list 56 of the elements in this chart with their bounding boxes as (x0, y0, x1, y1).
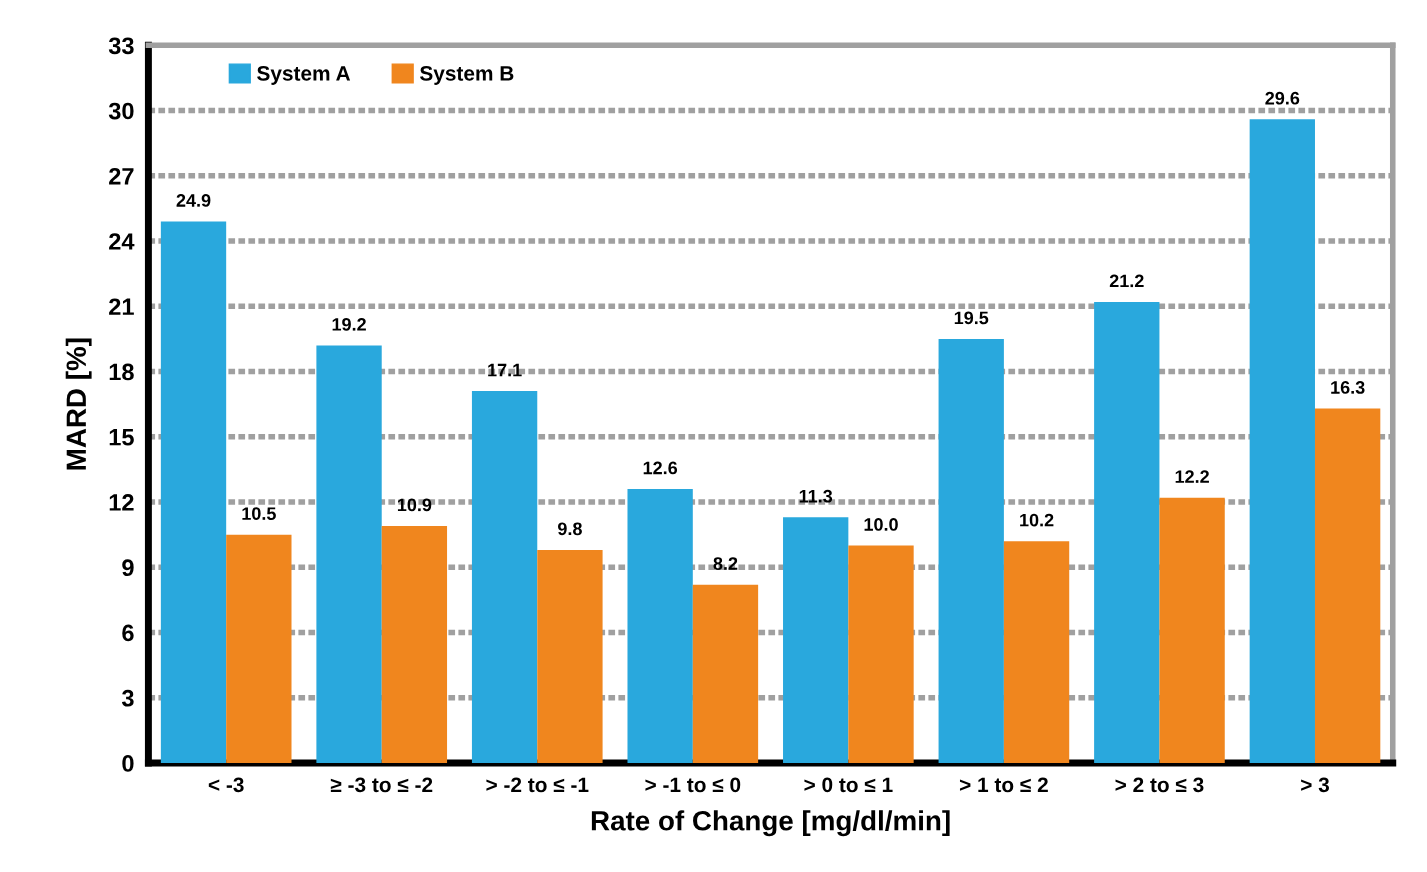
x-axis-title: Rate of Change [mg/dl/min] (591, 810, 950, 837)
data-label: 11.3 (799, 489, 833, 503)
x-tick-label: > -1 to ≤ 0 (645, 777, 741, 793)
data-label: 8.2 (713, 557, 738, 570)
y-tick-label: 0 (122, 755, 134, 772)
y-tick-label: 24 (109, 233, 135, 250)
data-label: 24.9 (176, 194, 211, 207)
data-label: 10.9 (397, 498, 432, 512)
y-tick-label: 30 (108, 102, 134, 120)
bar (938, 338, 1004, 763)
bar (692, 584, 759, 763)
data-label: 29.6 (1265, 91, 1300, 105)
x-tick-label: > 3 (1301, 777, 1329, 793)
x-tick-label: > 0 to ≤ 1 (804, 777, 893, 793)
data-label: 17.1 (488, 363, 522, 377)
x-tick-label: > 1 to ≤ 2 (959, 777, 1048, 793)
x-tick-label: < -3 (208, 777, 244, 793)
y-tick-label: 12 (109, 494, 134, 511)
y-tick-label: 27 (109, 167, 134, 185)
y-tick-label: 21 (109, 298, 134, 315)
y-axis-title: MARD [%] (65, 338, 92, 470)
legend-label: System B (419, 66, 514, 85)
data-label: 21.2 (1109, 274, 1144, 288)
bar (848, 545, 914, 763)
data-label: 19.2 (332, 317, 366, 331)
bar (226, 534, 292, 763)
bar (783, 517, 849, 763)
bar (627, 488, 693, 763)
x-tick-label: > -2 to ≤ -1 (486, 777, 589, 793)
y-tick-label: 15 (109, 429, 134, 446)
bar (537, 549, 603, 763)
bar (160, 221, 227, 763)
data-label: 12.2 (1175, 470, 1209, 483)
y-tick-label: 9 (122, 559, 134, 577)
data-label: 16.3 (1331, 381, 1365, 394)
data-label: 10.2 (1020, 513, 1054, 527)
bar (381, 525, 448, 763)
bar (1003, 541, 1070, 763)
bar (471, 391, 538, 763)
bar (1314, 408, 1381, 763)
data-label: 19.5 (954, 311, 989, 325)
x-tick-label: > 2 to ≤ 3 (1115, 777, 1204, 793)
y-tick-label: 3 (121, 689, 134, 707)
x-tick-label: ≥ -3 to ≤ -2 (330, 777, 433, 793)
bar (1249, 119, 1315, 763)
y-tick-label: 18 (109, 363, 134, 381)
bar (1159, 497, 1225, 763)
data-label: 10.5 (242, 507, 276, 520)
bar (1094, 301, 1160, 763)
data-label: 12.6 (643, 461, 678, 475)
y-tick-label: 33 (108, 37, 134, 55)
bar (316, 345, 382, 763)
legend-label: System A (257, 66, 351, 85)
data-label: 10.0 (864, 518, 898, 531)
data-label: 9.8 (558, 522, 582, 536)
y-tick-label: 6 (122, 624, 134, 642)
